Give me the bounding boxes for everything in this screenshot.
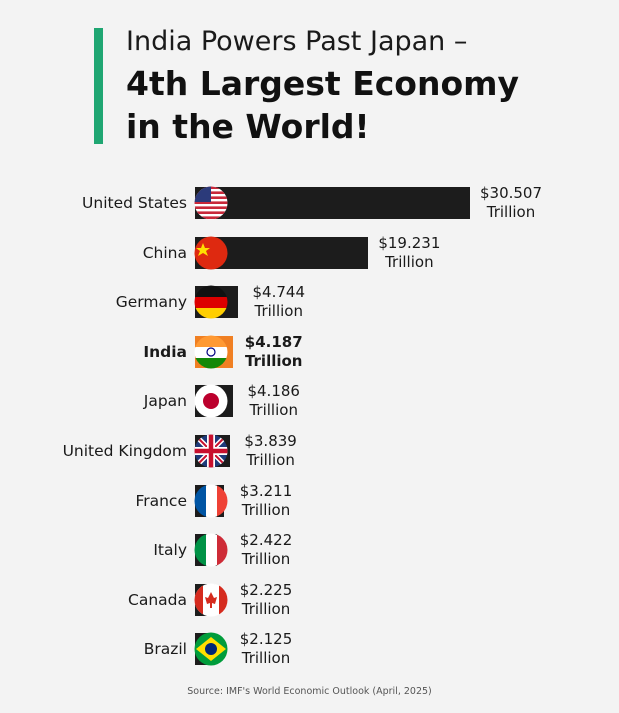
value-label: $30.507 Trillion xyxy=(479,184,543,221)
flag-icon xyxy=(194,434,228,468)
value-label: $2.422 Trillion xyxy=(239,531,293,569)
value-label: $19.231 Trillion xyxy=(378,233,441,271)
value-label: $4.187 Trillion xyxy=(244,332,303,370)
category-label: Japan xyxy=(143,392,187,411)
flag-icon xyxy=(194,533,228,567)
category-label: China xyxy=(142,243,187,262)
flag-icon xyxy=(194,285,228,319)
category-label: United States xyxy=(82,194,187,212)
flag-icon xyxy=(194,335,228,369)
category-label: Italy xyxy=(153,541,187,560)
flag-icon xyxy=(194,583,228,617)
chart-title: India Powers Past Japan – xyxy=(126,26,468,57)
category-label: United Kingdom xyxy=(62,442,187,460)
value-label: $3.211 Trillion xyxy=(239,481,293,519)
accent-bar xyxy=(94,28,103,144)
value-label: $2.225 Trillion xyxy=(239,580,293,618)
category-label: Canada xyxy=(128,590,187,609)
flag-icon xyxy=(194,236,228,270)
value-label: $4.744 Trillion xyxy=(252,283,306,321)
value-label: $2.125 Trillion xyxy=(239,630,293,668)
chart-subtitle: 4th Largest Economy in the World! xyxy=(126,64,520,146)
category-label: Brazil xyxy=(143,640,187,659)
flag-icon xyxy=(194,186,228,220)
value-label: $3.839 Trillion xyxy=(244,432,297,469)
value-label: $4.186 Trillion xyxy=(247,382,300,420)
category-label: India xyxy=(143,342,187,361)
flag-icon xyxy=(194,632,228,666)
category-label: France xyxy=(135,491,187,510)
flag-icon xyxy=(194,384,228,418)
category-label: Germany xyxy=(115,293,187,312)
source-note: Source: IMF's World Economic Outlook (Ap… xyxy=(187,686,432,697)
bar xyxy=(195,187,470,219)
flag-icon xyxy=(194,484,228,518)
